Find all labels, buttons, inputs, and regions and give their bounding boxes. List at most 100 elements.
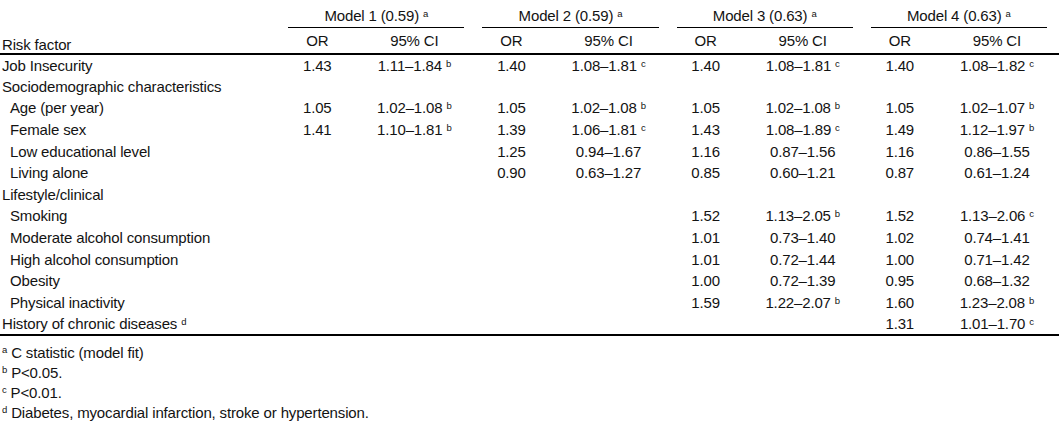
row-label: Smoking [0,205,282,227]
ci-range: 0.72–1.44 [770,251,835,268]
footnote-d: dDiabetes, myocardial infarction, stroke… [2,403,1060,423]
model-1-ci-header: 95% CI [352,28,476,54]
model-3-ci-value: 0.72–1.39 [741,270,865,292]
row-label-text: History of chronic diseases [2,315,177,332]
header-row-models: Risk factor Model 1 (0.59)aModel 2 (0.59… [0,0,1059,28]
model-2-ci-value: 1.06–1.81c [546,119,670,141]
odds-ratio-table: Risk factor Model 1 (0.59)aModel 2 (0.59… [0,0,1059,336]
model-2-or-value: 1.25 [476,140,546,162]
model-1-or-value [282,162,352,184]
model-2-or-value: 0.90 [476,162,546,184]
model-4-or-value [865,184,935,206]
significance-sup: b [835,208,840,219]
model-4-spanner-rule: Model 4 (0.63)a [871,7,1047,28]
model-3-or-value [671,184,741,206]
model-4-ci-value: 1.23–2.08b [935,292,1059,314]
ci-range: 1.12–1.97 [960,121,1025,138]
footnote-marker: d [2,404,7,415]
model-1-or-value [282,76,352,98]
model-3-ci-value: 1.13–2.05b [741,205,865,227]
row-label-text: Age (per year) [10,99,104,116]
table-row: Living alone0.900.63–1.270.850.60–1.210.… [0,162,1059,184]
model-2-spanner-rule: Model 2 (0.59)a [482,7,658,28]
model-1-or-value [282,270,352,292]
model-1-label: Model 1 (0.59) [324,7,419,24]
model-1-or-value: 1.05 [282,97,352,119]
model-3-ci-value: 1.08–1.81c [741,54,865,76]
significance-sup: c [1029,208,1034,219]
footnote-marker: a [2,344,7,355]
model-3-ci-value: 0.73–1.40 [741,227,865,249]
table-row: High alcohol consumption1.010.72–1.441.0… [0,248,1059,270]
model-1-ci-value [352,227,476,249]
model-4-ci-value [935,76,1059,98]
footnote-marker: c [2,384,7,395]
row-label: High alcohol consumption [0,248,282,270]
model-3-or-value: 1.40 [671,54,741,76]
model-4-ci-value: 0.71–1.42 [935,248,1059,270]
model-2-ci-value [546,184,670,206]
model-2-ci-value [546,292,670,314]
ci-range: 1.02–1.07 [960,99,1025,116]
model-4-ci-value: 1.12–1.97b [935,119,1059,141]
model-3-header: Model 3 (0.63)a [671,0,865,28]
model-4-or-value: 1.49 [865,119,935,141]
model-1-ci-value [352,248,476,270]
row-label-text: Sociodemographic characteristics [2,78,221,95]
model-4-ci-value [935,184,1059,206]
row-label-text: Lifestyle/clinical [2,186,104,203]
significance-sup: c [641,122,646,133]
model-3-ci-value: 1.02–1.08b [741,97,865,119]
footnote-text: P<0.01. [11,384,62,401]
row-label: Moderate alcohol consumption [0,227,282,249]
model-2-ci-value [546,313,670,335]
model-1-or-header: OR [282,28,352,54]
row-label-text: Smoking [10,207,67,224]
ci-range: 1.10–1.81 [377,121,442,138]
table-body: Job Insecurity1.431.11–1.84b1.401.08–1.8… [0,54,1059,335]
row-label: Physical inactivity [0,292,282,314]
ci-range: 0.73–1.40 [770,229,835,246]
model-2-or-header: OR [476,28,546,54]
row-label-text: Job Insecurity [2,57,92,74]
row-label-text: Obesity [10,272,60,289]
row-label-text: Moderate alcohol consumption [10,229,210,246]
significance-sup: b [1029,100,1034,111]
significance-sup: b [446,122,451,133]
model-1-header: Model 1 (0.59)a [282,0,476,28]
model-1-ci-value [352,162,476,184]
model-1-or-value [282,184,352,206]
model-4-or-value: 1.16 [865,140,935,162]
model-1-or-value: 1.43 [282,54,352,76]
model-2-ci-value: 0.63–1.27 [546,162,670,184]
footnote-a: aC statistic (model fit) [2,343,1060,363]
model-4-or-header: OR [865,28,935,54]
model-4-ci-header: 95% CI [935,28,1059,54]
model-3-or-value: 1.16 [671,140,741,162]
model-3-or-value: 1.59 [671,292,741,314]
model-4-or-value: 0.95 [865,270,935,292]
model-3-label: Model 3 (0.63) [713,7,808,24]
row-label: Lifestyle/clinical [0,184,282,206]
significance-sup: c [1029,58,1034,69]
ci-range: 0.74–1.41 [964,229,1029,246]
ci-range: 1.08–1.81 [572,57,637,74]
model-4-header: Model 4 (0.63)a [865,0,1059,28]
model-3-ci-value: 1.22–2.07b [741,292,865,314]
footnote-text: P<0.05. [11,364,62,381]
ci-range: 1.23–2.08 [960,294,1025,311]
model-3-ci-value [741,313,865,335]
model-1-or-value [282,292,352,314]
model-4-ci-value: 1.13–2.06c [935,205,1059,227]
model-2-or-value: 1.40 [476,54,546,76]
model-1-or-value: 1.41 [282,119,352,141]
ci-range: 0.86–1.55 [964,143,1029,160]
significance-sup: b [835,100,840,111]
ci-range: 0.94–1.67 [576,143,641,160]
row-label: Low educational level [0,140,282,162]
row-label-text: High alcohol consumption [10,251,178,268]
model-1-or-value [282,140,352,162]
row-label: Sociodemographic characteristics [0,76,282,98]
model-3-ci-value [741,184,865,206]
table-row: Lifestyle/clinical [0,184,1059,206]
